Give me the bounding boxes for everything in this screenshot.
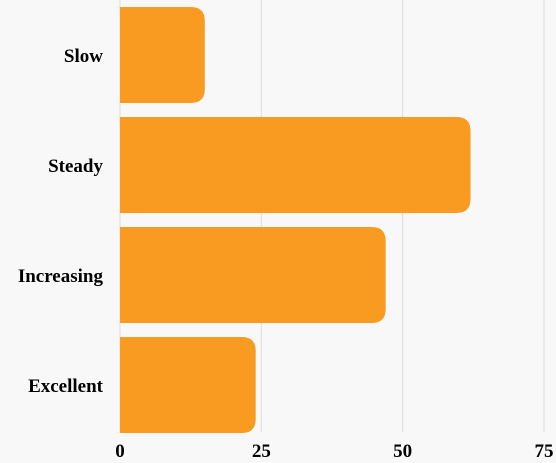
category-label: Steady — [48, 156, 103, 177]
category-label: Excellent — [28, 376, 104, 397]
category-label: Increasing — [18, 266, 104, 287]
x-tick-label: 0 — [115, 441, 125, 462]
x-tick-labels: 0 25 50 75 — [115, 441, 553, 462]
bar-steady — [120, 117, 471, 213]
bar-increasing — [120, 227, 386, 323]
bars — [120, 7, 471, 433]
bar-slow — [120, 7, 205, 103]
x-tick-label: 75 — [535, 441, 554, 462]
category-labels: Slow Steady Increasing Excellent — [18, 46, 104, 397]
x-tick-label: 25 — [252, 441, 271, 462]
bar-excellent — [120, 337, 256, 433]
category-label: Slow — [64, 46, 103, 67]
x-tick-label: 50 — [393, 441, 412, 462]
